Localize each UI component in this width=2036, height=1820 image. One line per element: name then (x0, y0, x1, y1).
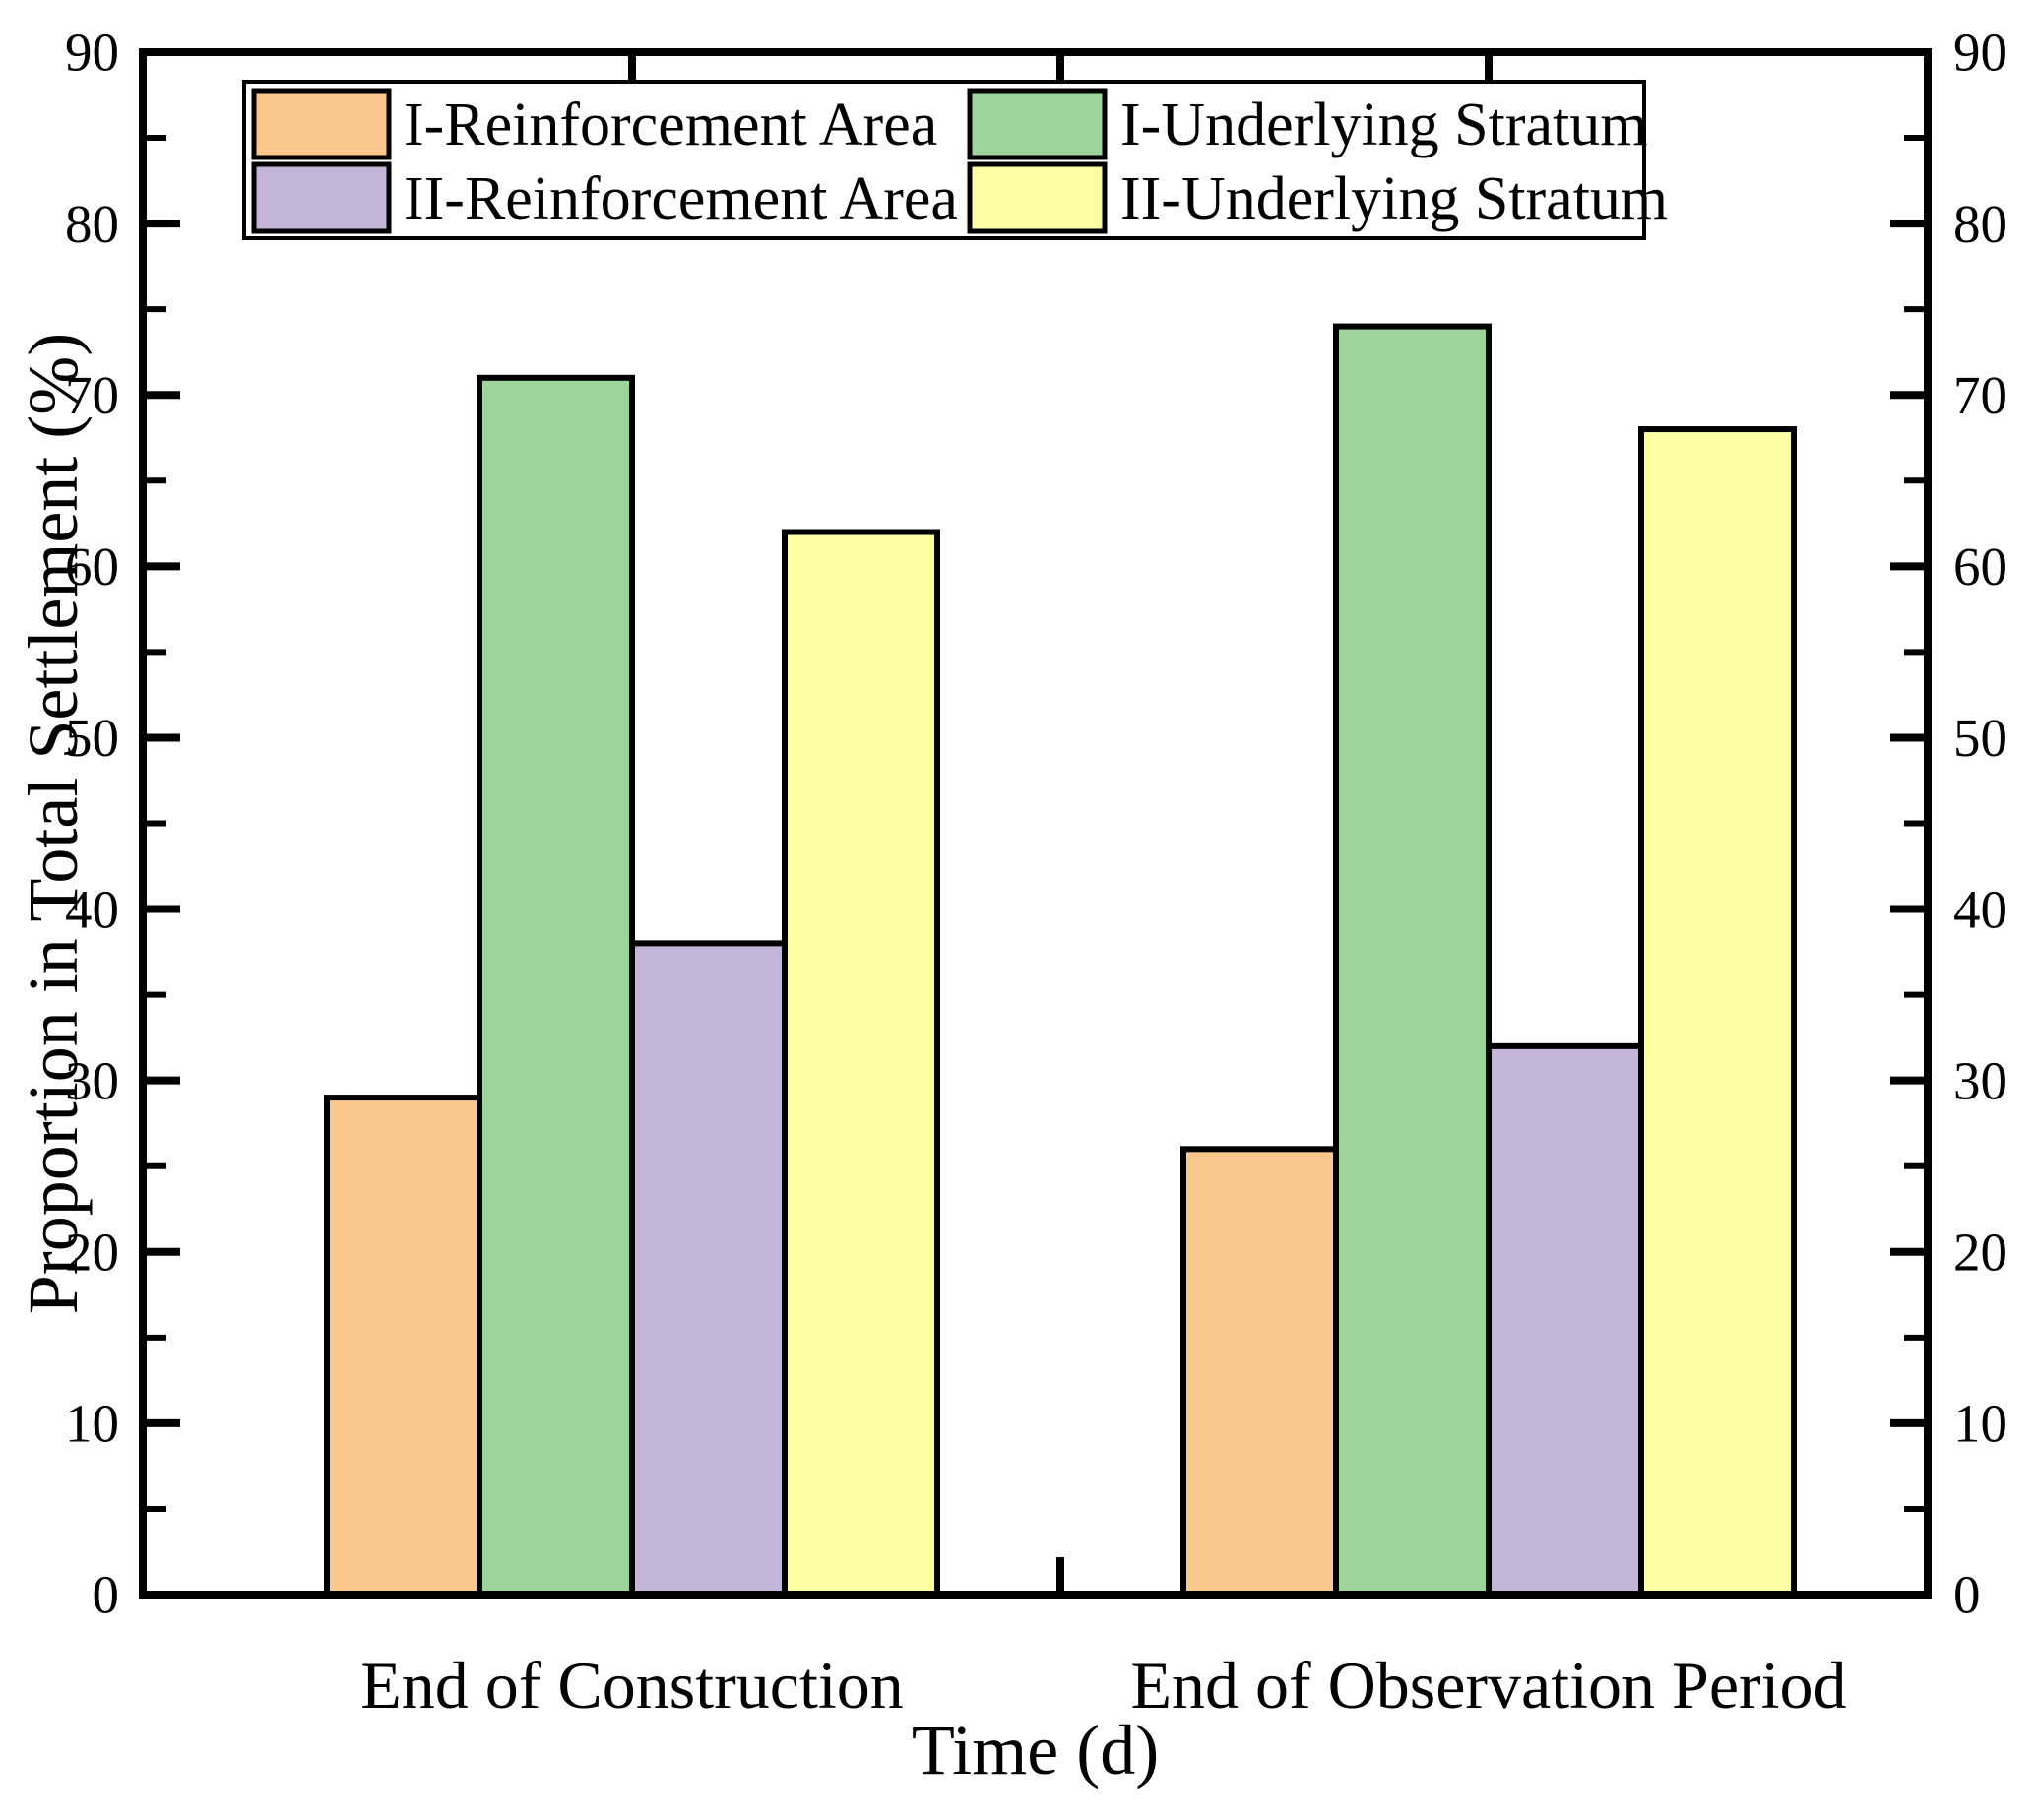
y-tick-label-right: 30 (1953, 1050, 2007, 1110)
y-axis-title: Proportion in Total Settlement (%) (14, 333, 93, 1315)
y-tick-label-right: 70 (1953, 365, 2007, 425)
y-tick-label-right: 20 (1953, 1222, 2007, 1282)
legend-swatch-i-reinforcement-area (251, 88, 392, 160)
y-tick-label-right: 90 (1953, 23, 2007, 83)
y-tick-label-left: 30 (65, 1050, 119, 1110)
legend-swatch-ii-reinforcement-area (251, 161, 392, 234)
y-tick-label-right: 10 (1953, 1394, 2007, 1454)
bar-ii-reinforcement-area-category-0 (629, 940, 788, 1598)
bar-ii-underlying-stratum-category-1 (1638, 426, 1797, 1598)
y-tick-label-right: 60 (1953, 536, 2007, 596)
plot-border (139, 48, 1932, 1599)
legend-swatch-i-underlying-stratum (967, 88, 1108, 160)
y-tick-label-right: 0 (1953, 1565, 1981, 1625)
y-tick-label-left: 0 (93, 1565, 120, 1625)
legend-label-ii-reinforcement-area: II-Reinforcement Area (404, 165, 958, 232)
x-axis-title: Time (d) (912, 1711, 1159, 1789)
y-tick-label-left: 20 (65, 1222, 119, 1282)
bar-ii-underlying-stratum-category-0 (782, 529, 940, 1598)
y-tick-label-left: 50 (65, 708, 119, 768)
legend-label-i-reinforcement-area: I-Reinforcement Area (404, 92, 937, 158)
y-tick-label-left: 60 (65, 536, 119, 596)
category-label-1: End of Observation Period (1130, 1648, 1846, 1723)
category-label-0: End of Construction (360, 1648, 904, 1723)
y-tick-label-right: 50 (1953, 708, 2007, 768)
legend-box (242, 80, 1646, 240)
y-tick-label-left: 10 (65, 1394, 119, 1454)
legend-swatch-ii-underlying-stratum (967, 161, 1108, 234)
bar-ii-reinforcement-area-category-1 (1486, 1042, 1644, 1599)
legend-label-i-underlying-stratum: I-Underlying Stratum (1120, 92, 1648, 158)
y-tick-label-right: 40 (1953, 879, 2007, 939)
legend-label-ii-underlying-stratum: II-Underlying Stratum (1120, 165, 1668, 232)
bar-i-underlying-stratum-category-0 (477, 374, 635, 1598)
y-tick-label-left: 90 (65, 23, 119, 83)
bar-i-reinforcement-area-category-1 (1180, 1146, 1339, 1599)
y-tick-label-left: 70 (65, 365, 119, 425)
bar-i-underlying-stratum-category-1 (1333, 323, 1492, 1599)
y-tick-label-right: 80 (1953, 194, 2007, 254)
y-tick-label-left: 80 (65, 194, 119, 254)
y-tick-label-left: 40 (65, 879, 119, 939)
bar-i-reinforcement-area-category-0 (324, 1095, 482, 1598)
